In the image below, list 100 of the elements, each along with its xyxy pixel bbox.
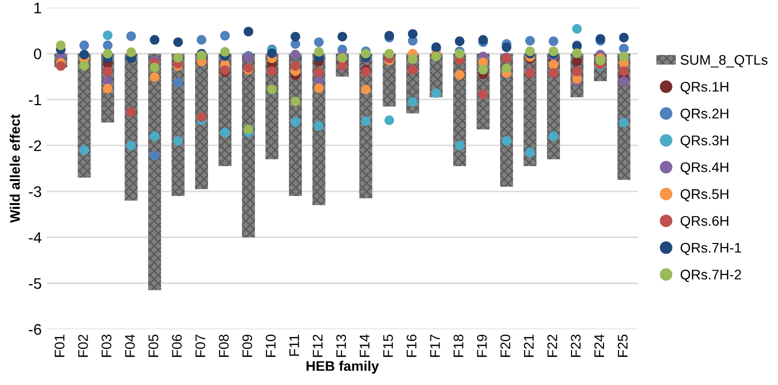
point [619, 76, 629, 86]
x-tick-label: F24 [594, 334, 604, 357]
point [102, 66, 112, 76]
point [220, 46, 230, 57]
x-tick-label: F16 [406, 334, 416, 357]
legend-label: SUM_8_QTLs [680, 54, 768, 68]
legend-label: QRs.7H-2 [680, 270, 742, 282]
point [79, 50, 90, 60]
point [173, 52, 183, 63]
point [502, 42, 512, 52]
x-axis-title: HEB family [306, 360, 379, 374]
point [56, 40, 66, 50]
point [408, 97, 418, 107]
x-tick-label: F13 [336, 334, 346, 357]
x-tick-label: F09 [242, 334, 252, 357]
point [502, 136, 512, 146]
x-tick-label: F22 [547, 334, 558, 357]
y-axis-title: Wild allele effect [10, 114, 20, 223]
x-tick-label: F15 [383, 334, 393, 357]
legend-label: QRs.7H-1 [680, 242, 742, 256]
point [572, 48, 582, 58]
y-tick-label: -2 [28, 140, 42, 152]
point [548, 68, 558, 78]
point [619, 118, 629, 128]
point [314, 83, 324, 93]
x-tick-label: F25 [618, 334, 628, 357]
point [150, 150, 160, 160]
point [502, 64, 512, 74]
point [126, 47, 136, 58]
y-tick-label: -3 [28, 186, 42, 198]
x-tick-label: F14 [360, 334, 370, 357]
point [525, 148, 535, 158]
y-tick-label: -1 [28, 94, 42, 106]
point [290, 117, 300, 127]
x-tick-label: F21 [524, 334, 534, 357]
point [408, 54, 418, 64]
x-tick-label: F06 [172, 334, 182, 357]
legend-label: QRs.6H [680, 216, 728, 228]
x-tick-label: F18 [454, 334, 464, 357]
point [548, 131, 558, 142]
point [360, 67, 371, 77]
x-tick-label: F12 [312, 334, 322, 357]
point [431, 88, 441, 98]
legend-label: QRs.5H [680, 189, 728, 202]
point [150, 62, 160, 72]
point [572, 24, 582, 34]
point [126, 31, 136, 41]
point [572, 66, 582, 76]
x-tick-label: F08 [218, 334, 229, 357]
point [360, 116, 371, 126]
x-tick-label: F11 [289, 334, 299, 356]
point [56, 61, 66, 71]
y-tick-label: 1 [34, 2, 42, 14]
point [126, 140, 136, 150]
point [478, 64, 488, 75]
x-tick-label: F19 [476, 334, 487, 357]
point [267, 66, 277, 76]
point [338, 32, 348, 42]
point [196, 112, 206, 122]
point [596, 56, 606, 66]
point [454, 70, 464, 80]
point [290, 96, 300, 106]
y-tick-label: -4 [28, 232, 42, 243]
point [102, 40, 112, 50]
legend-label: QRs.2H [680, 108, 728, 121]
point [102, 84, 112, 94]
x-tick-label: F02 [78, 334, 88, 357]
point [314, 120, 324, 131]
point [619, 52, 629, 62]
x-tick-label: F07 [195, 334, 206, 357]
point [408, 64, 418, 75]
point [454, 36, 464, 46]
point [384, 115, 394, 126]
point [525, 68, 535, 78]
point [290, 32, 300, 42]
y-tick-label: 0 [34, 48, 42, 60]
legend-label: QRs.3H [680, 135, 728, 148]
point [244, 124, 254, 134]
point [619, 32, 629, 42]
point [314, 68, 324, 78]
point [572, 56, 582, 66]
point [360, 84, 371, 94]
point [150, 35, 160, 45]
point [102, 48, 112, 58]
x-tick-label: F10 [266, 334, 276, 357]
x-tick-label: F23 [570, 334, 581, 357]
legend-label: QRs.4H [680, 162, 728, 175]
point [220, 30, 230, 41]
point [102, 30, 112, 40]
x-tick-label: F01 [54, 334, 64, 357]
y-tick-label: -6 [28, 324, 42, 335]
legend-label: QRs.1H [680, 82, 728, 94]
point [126, 107, 136, 117]
x-tick-label: F03 [102, 334, 112, 357]
point [267, 84, 277, 94]
point [150, 131, 160, 142]
x-tick-label: F17 [430, 334, 440, 357]
point [619, 66, 629, 76]
point [314, 37, 324, 47]
point [173, 37, 183, 47]
